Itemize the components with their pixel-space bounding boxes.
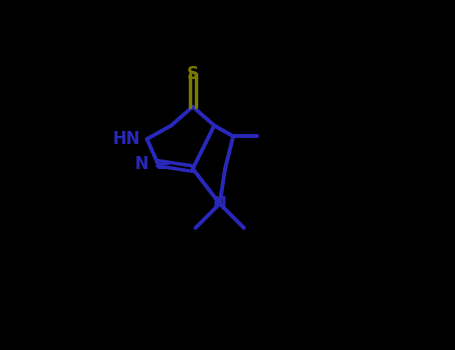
Text: N: N bbox=[134, 155, 148, 173]
Text: =: = bbox=[155, 158, 170, 176]
Text: S: S bbox=[187, 65, 199, 83]
Text: HN: HN bbox=[112, 130, 140, 148]
Text: N: N bbox=[213, 195, 227, 213]
